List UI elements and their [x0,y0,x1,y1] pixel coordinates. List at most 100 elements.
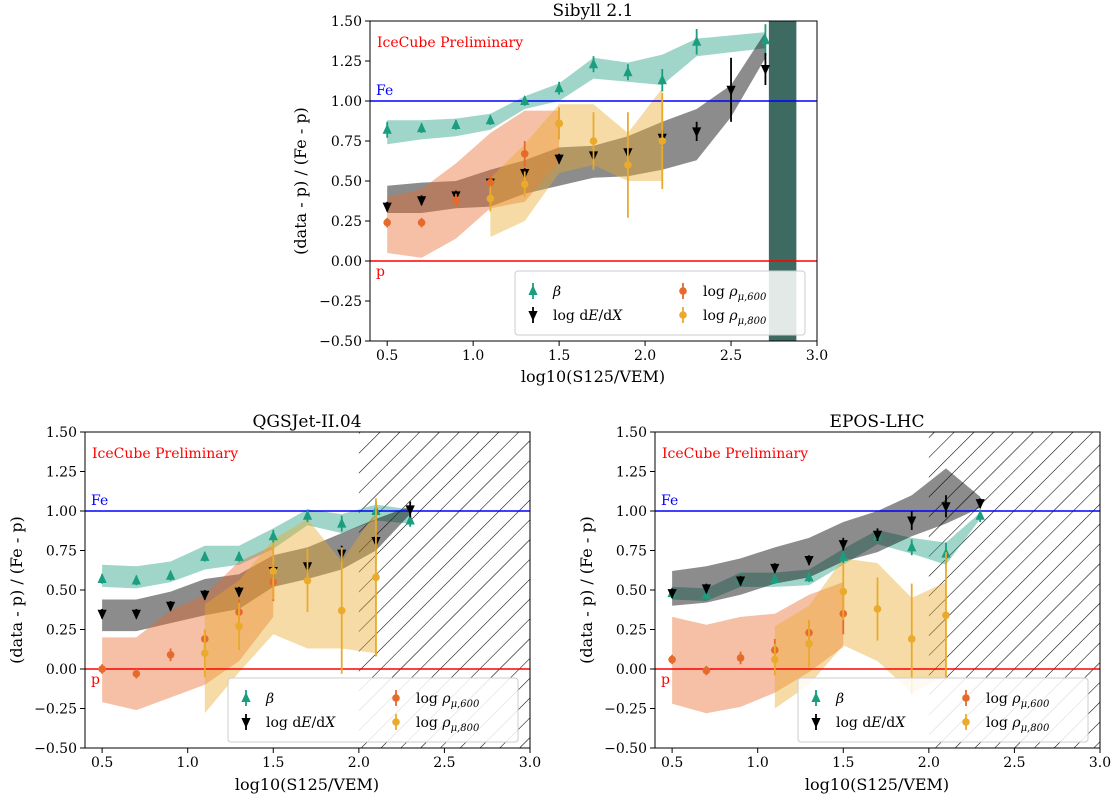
data-point [234,587,244,598]
annotation-preliminary: IceCube Preliminary [662,446,808,462]
data-point [975,499,985,510]
data-point [416,196,427,207]
band-2 [672,582,844,714]
y-axis-label: (data - p) / (Fe - p) [577,516,596,664]
legend-label: β [835,691,844,707]
legend: β log dE/dX log ρμ,600 log ρμ,800 [227,677,519,743]
y-tick-label: 0.25 [331,214,362,230]
legend-label: β [552,284,561,300]
data-point [165,569,176,580]
y-tick-label: 1.00 [331,94,362,110]
legend-label: log ρμ,600 [703,284,767,303]
band-1 [672,468,981,606]
data-point [770,563,780,574]
y-tick-label: 0.00 [46,662,77,678]
y-tick-label: 1.00 [616,504,647,520]
data-point [735,576,746,587]
x-tick-label: 2.5 [1003,755,1025,771]
band-0 [672,512,981,602]
data-point [302,509,313,520]
legend-label: log dE/dX [553,308,623,324]
legend-label: log dE/dX [266,715,336,731]
data-point [770,572,780,583]
data-point [201,649,209,657]
legend-box [797,677,1089,743]
legend-marker [679,287,687,295]
ref-label-fe: Fe [376,83,393,99]
band-3 [774,558,946,709]
x-tick-label: 0.5 [376,348,398,364]
y-tick-label: 1.25 [331,54,362,70]
x-tick-label: 1.0 [747,755,769,771]
x-tick-label: 1.5 [548,348,570,364]
data-point [405,514,415,525]
data-point [166,650,175,659]
y-tick-label: 0.50 [46,583,77,599]
data-point [485,114,495,125]
data-point [736,654,745,662]
y-tick-label: −0.25 [604,702,647,718]
data-point [337,517,347,528]
data-point [98,665,106,673]
band-0 [102,504,411,589]
y-tick-label: 0.00 [616,662,647,678]
annotation-preliminary: IceCube Preliminary [377,35,523,51]
data-point [200,590,210,601]
data-point [804,555,814,566]
data-point [692,35,702,46]
ref-label-p: p [91,672,100,688]
ref-label-p: p [661,672,670,688]
data-point [269,567,278,575]
data-point [165,601,176,612]
y-tick-label: 0.00 [331,254,362,270]
data-point [839,587,848,596]
legend-label: log ρμ,800 [416,715,480,734]
series-3 [486,93,667,218]
chart-qgsjet: QGSJet-II.04 log10(S125/VEM) Fe p 0.5 1.0 1.… [7,412,541,794]
data-point [667,589,677,600]
x-tick-label: 2.5 [433,755,455,771]
data-point [805,639,813,648]
data-point [97,572,107,583]
ref-label-fe: Fe [661,493,678,509]
x-tick-label: 1.5 [262,755,284,771]
legend-marker [241,692,251,702]
data-point [372,573,380,582]
data-point [658,137,667,145]
y-tick-label: 0.75 [616,544,647,560]
x-axis-label: log10(S125/VEM) [805,775,949,794]
x-tick-label: 3.0 [806,348,828,364]
x-tick-label: 2.5 [720,348,742,364]
legend-label: log ρμ,800 [703,308,767,327]
data-point [452,196,460,204]
data-point [268,530,278,541]
legend-marker [811,692,821,702]
data-point [486,178,495,187]
x-tick-label: 2.0 [348,755,370,771]
x-tick-label: 3.0 [519,755,541,771]
chart-sibyll: Sibyll 2.1 log10(S125/VEM) Fe p 0.5 1.0 1.5 2… [291,1,828,386]
annotation-preliminary: IceCube Preliminary [92,446,238,462]
y-tick-label: −0.50 [319,334,362,350]
legend-label: β [265,691,274,707]
band-1 [387,32,766,214]
data-point [942,611,950,620]
data-point [702,666,711,675]
data-point [624,161,632,169]
legend-marker [811,718,821,728]
x-tick-label: 2.0 [634,348,656,364]
y-tick-label: 0.75 [331,134,362,150]
data-point [623,66,633,77]
data-point [555,119,563,128]
legend-label: log dE/dX [836,715,906,731]
legend-label: log ρμ,600 [986,691,1050,710]
y-tick-label: 1.50 [46,425,77,441]
data-point [520,95,530,105]
legend-marker [962,694,970,702]
data-point [131,574,141,585]
y-tick-label: −0.50 [604,741,647,757]
legend-marker [528,311,538,321]
data-point [405,505,415,516]
legend-marker [392,694,400,702]
